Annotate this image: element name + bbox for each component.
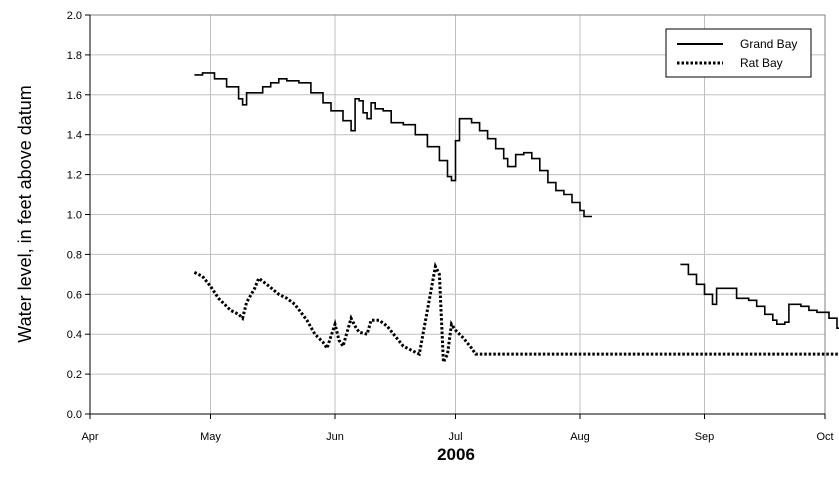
x-tick-label: Aug xyxy=(570,431,590,443)
y-tick-label: 0.6 xyxy=(67,289,82,301)
series-line-rat-bay-segment-1 xyxy=(193,261,839,368)
legend: Grand Bay Rat Bay xyxy=(665,28,812,78)
y-axis-title: Water level, in feet above datum xyxy=(15,85,35,342)
y-tick-label: 0.2 xyxy=(67,369,82,381)
x-axis-title: 2006 xyxy=(437,445,475,464)
x-tick-label: Oct xyxy=(816,431,833,443)
x-tick-label: Jun xyxy=(326,431,344,443)
legend-label-grand-bay: Grand Bay xyxy=(740,37,797,51)
y-tick-label: 1.6 xyxy=(67,90,82,102)
series-layer xyxy=(193,72,839,368)
y-tick-label: 1.8 xyxy=(67,50,82,62)
y-tick-label: 0.8 xyxy=(67,249,82,261)
series-line-grand-bay-segment-1 xyxy=(194,72,592,218)
y-ticks: 0.0 0.2 0.4 0.6 0.8 1.0 1.2 1.4 1.6 1.8 2.0 xyxy=(67,10,90,421)
x-ticks: Apr May Jun Jul Aug Sep Oct xyxy=(81,414,834,443)
series-line-grand-bay-segment-2 xyxy=(680,263,839,329)
y-tick-label: 2.0 xyxy=(67,10,82,22)
legend-box xyxy=(665,28,812,78)
x-tick-label: Jul xyxy=(448,431,462,443)
y-tick-label: 1.2 xyxy=(67,170,82,182)
y-tick-label: 1.4 xyxy=(67,130,82,142)
x-tick-label: Sep xyxy=(695,431,715,443)
legend-label-rat-bay: Rat Bay xyxy=(740,56,783,70)
x-tick-label: Apr xyxy=(81,431,98,443)
y-tick-label: 0.0 xyxy=(67,409,82,421)
y-tick-label: 1.0 xyxy=(67,210,82,222)
x-tick-label: May xyxy=(200,431,221,443)
y-tick-label: 0.4 xyxy=(67,329,82,341)
